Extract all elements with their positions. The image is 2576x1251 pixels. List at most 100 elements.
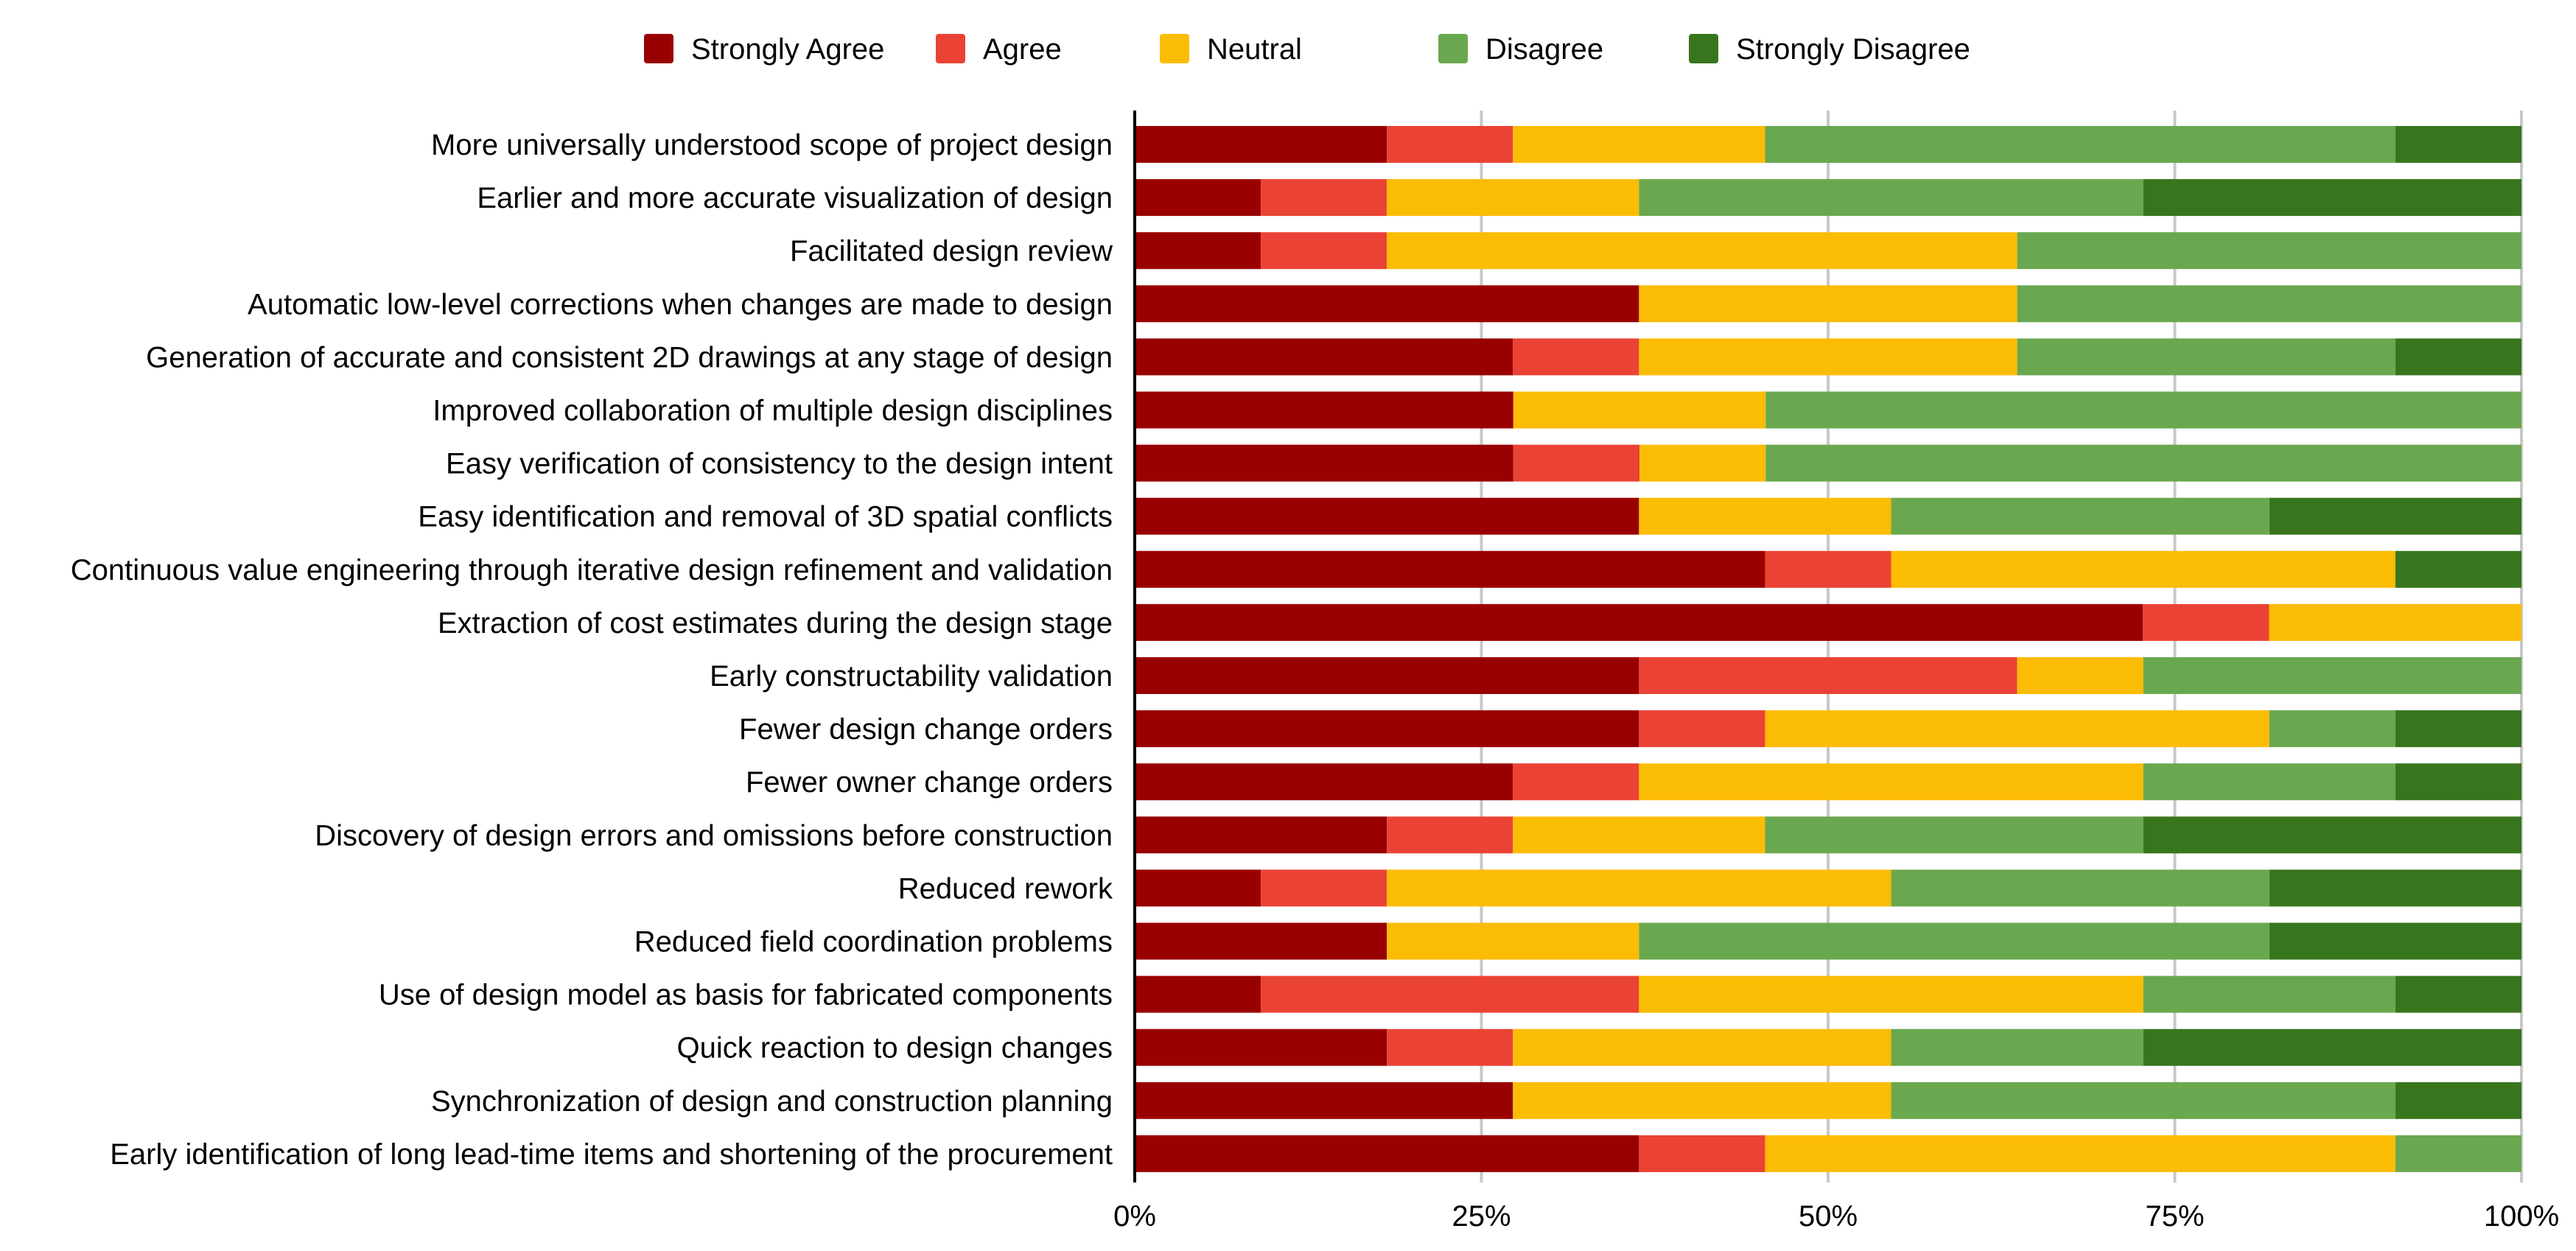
bar-segment-disagree-20: [2395, 1135, 2521, 1172]
bar-segment-strongly-disagree-5: [2395, 338, 2521, 376]
bar-segment-agree-15: [1261, 869, 1387, 907]
legend-swatch-neutral: [1160, 34, 1189, 63]
bar-segment-disagree-19: [1891, 1082, 2395, 1119]
legend-item-strongly-disagree: Strongly Disagree: [1689, 33, 1970, 66]
bar-segment-disagree-12: [2269, 710, 2395, 748]
category-label-3: Facilitated design review: [790, 235, 1113, 267]
bar-segment-agree-2: [1261, 179, 1387, 217]
bar-segment-disagree-8: [1891, 497, 2269, 535]
bar-segment-strongly-agree-17: [1135, 975, 1261, 1013]
bar-segment-agree-20: [1639, 1135, 1765, 1172]
bar-segment-strongly-agree-5: [1135, 338, 1513, 376]
bar-segment-disagree-13: [2143, 763, 2395, 801]
bar-segment-neutral-19: [1513, 1082, 1891, 1119]
bar-segment-neutral-18: [1513, 1029, 1891, 1066]
bar-segment-strongly-agree-13: [1135, 763, 1513, 801]
bar-segment-strongly-agree-2: [1135, 179, 1261, 217]
bar-segment-disagree-1: [1765, 126, 2395, 163]
bar-segment-disagree-17: [2143, 975, 2395, 1013]
bar-segment-strongly-agree-3: [1135, 232, 1261, 270]
chart-legend: Strongly Agree Agree Neutral Disagree Strong…: [644, 33, 1970, 66]
bar-segment-disagree-15: [1891, 869, 2269, 907]
category-label-14: Discovery of design errors and omissions…: [315, 819, 1113, 852]
category-label-15: Reduced rework: [898, 872, 1113, 905]
bar-segment-neutral-13: [1639, 763, 2143, 801]
x-tick-label-1: 25%: [1452, 1200, 1511, 1233]
bar-segment-neutral-17: [1639, 975, 2143, 1013]
bar-row-19: [1135, 1082, 2521, 1119]
bar-segment-strongly-disagree-8: [2269, 497, 2521, 535]
bar-row-11: [1135, 657, 2521, 694]
bar-segment-disagree-5: [2017, 338, 2395, 376]
category-label-12: Fewer design change orders: [739, 713, 1113, 746]
x-tick-label-4: 100%: [2484, 1200, 2559, 1233]
bar-segment-agree-5: [1513, 338, 1639, 376]
category-label-9: Continuous value engineering through ite…: [71, 554, 1113, 586]
bar-row-2: [1135, 179, 2521, 217]
bar-segment-strongly-disagree-18: [2143, 1029, 2521, 1066]
bar-row-18: [1135, 1029, 2521, 1066]
bar-segment-neutral-15: [1387, 869, 1891, 907]
bar-segment-agree-18: [1387, 1029, 1513, 1066]
legend-label-neutral: Neutral: [1207, 33, 1302, 66]
bar-row-10: [1135, 603, 2521, 641]
legend-item-disagree: Disagree: [1438, 33, 1603, 66]
bar-segment-strongly-agree-4: [1135, 285, 1639, 323]
bar-segment-disagree-11: [2143, 657, 2521, 694]
bar-row-17: [1135, 975, 2521, 1013]
legend-item-neutral: Neutral: [1160, 33, 1302, 66]
legend-item-agree: Agree: [936, 33, 1062, 66]
bar-segment-strongly-disagree-14: [2143, 816, 2521, 854]
bar-segment-disagree-14: [1765, 816, 2143, 854]
bar-segment-disagree-3: [2017, 232, 2521, 270]
bar-row-4: [1135, 285, 2521, 323]
bar-segment-strongly-agree-9: [1135, 550, 1765, 588]
bar-row-12: [1135, 710, 2521, 748]
category-label-16: Reduced field coordination problems: [634, 926, 1113, 959]
bar-segment-disagree-18: [1891, 1029, 2143, 1066]
bar-segment-strongly-disagree-19: [2395, 1082, 2521, 1119]
bar-segment-neutral-20: [1765, 1135, 2395, 1172]
bar-segment-disagree-16: [1639, 922, 2269, 960]
bar-segment-agree-10: [2143, 603, 2269, 641]
category-label-4: Automatic low-level corrections when cha…: [248, 288, 1113, 320]
category-label-17: Use of design model as basis for fabrica…: [379, 979, 1113, 1012]
bar-segment-agree-14: [1387, 816, 1513, 854]
bar-segment-disagree-7: [1765, 444, 2521, 482]
bar-segment-strongly-agree-19: [1135, 1082, 1513, 1119]
bar-row-1: [1135, 126, 2521, 163]
category-label-13: Fewer owner change orders: [746, 766, 1113, 799]
category-label-1: More universally understood scope of pro…: [431, 129, 1113, 161]
bar-row-8: [1135, 497, 2521, 535]
category-label-19: Synchronization of design and constructi…: [431, 1085, 1113, 1118]
legend-swatch-agree: [936, 34, 965, 63]
bar-segment-neutral-1: [1513, 126, 1765, 163]
bar-row-7: [1135, 444, 2521, 482]
legend-swatch-disagree: [1438, 34, 1468, 63]
bar-segment-agree-9: [1765, 550, 1891, 588]
legend-swatch-strongly-disagree: [1689, 34, 1718, 63]
bar-segment-neutral-9: [1891, 550, 2395, 588]
bar-segment-strongly-agree-12: [1135, 710, 1639, 748]
bar-segment-neutral-14: [1513, 816, 1765, 854]
x-tick-label-0: 0%: [1113, 1200, 1156, 1233]
category-label-18: Quick reaction to design changes: [677, 1032, 1113, 1065]
legend-label-agree: Agree: [983, 33, 1062, 66]
bar-row-13: [1135, 763, 2521, 801]
bar-segment-strongly-disagree-9: [2395, 550, 2521, 588]
category-label-11: Early constructability validation: [710, 660, 1113, 693]
bar-segment-agree-17: [1261, 975, 1639, 1013]
bar-segment-agree-7: [1513, 444, 1640, 482]
bar-row-14: [1135, 816, 2521, 854]
bar-segment-neutral-10: [2269, 603, 2521, 641]
bar-row-20: [1135, 1135, 2521, 1172]
bar-segment-neutral-4: [1639, 285, 2017, 323]
bar-segment-neutral-3: [1387, 232, 2017, 270]
bar-segment-strongly-disagree-2: [2143, 179, 2521, 217]
x-tick-label-3: 75%: [2145, 1200, 2204, 1233]
bar-segment-strongly-agree-14: [1135, 816, 1387, 854]
bar-row-6: [1135, 391, 2521, 429]
bar-segment-neutral-5: [1639, 338, 2017, 376]
x-tick-label-2: 50%: [1799, 1200, 1858, 1233]
